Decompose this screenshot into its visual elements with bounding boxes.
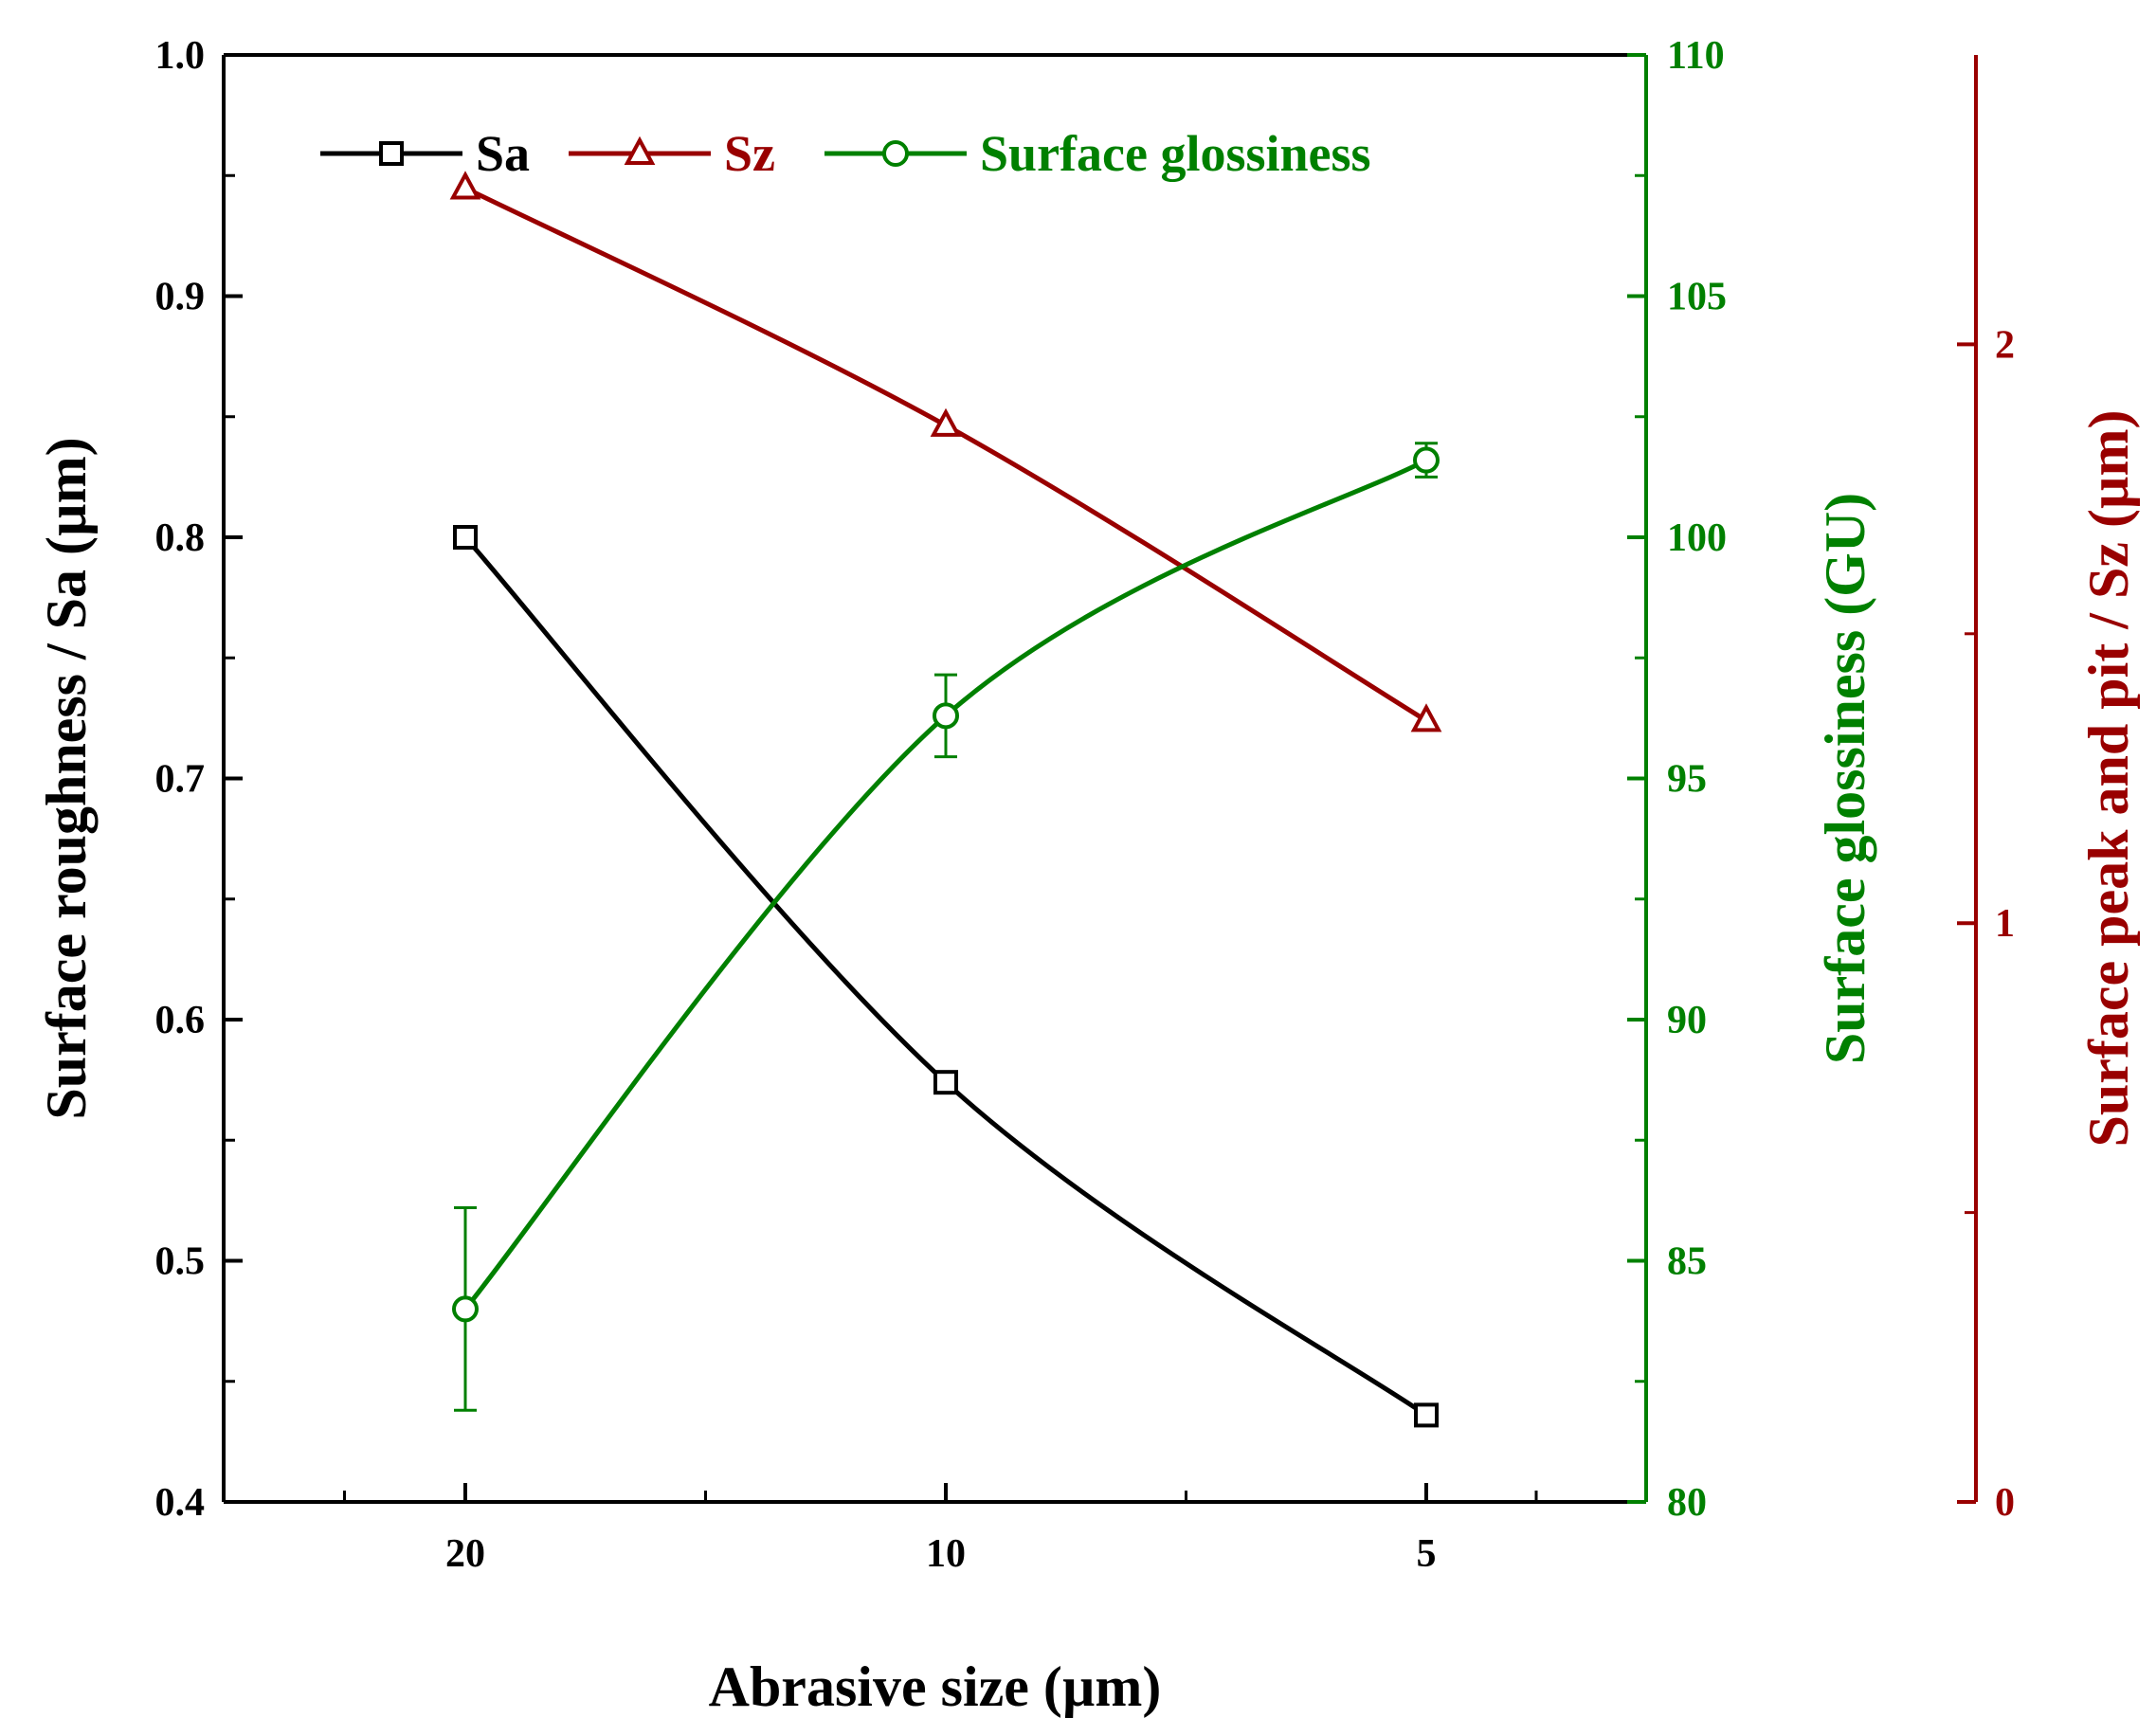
left-y-tick-label: 0.6 — [155, 999, 206, 1042]
right-y-tick-label: 95 — [1667, 758, 1707, 802]
right-y-tick-label: 80 — [1667, 1481, 1707, 1525]
surface-glossiness-marker — [933, 702, 959, 730]
legend-item-sa: Sa — [320, 125, 530, 182]
legend-marker-surface-glossiness — [882, 140, 909, 167]
surface-glossiness-marker — [1413, 446, 1440, 474]
legend-label-surface-glossiness: Surface glossiness — [980, 125, 1371, 182]
legend-marker-sz — [624, 136, 656, 165]
left-y-tick-label: 1.0 — [155, 34, 206, 78]
sz-marker — [1410, 703, 1442, 732]
sa-marker — [1414, 1402, 1439, 1428]
surface-glossiness-marker — [452, 1295, 479, 1323]
sa-marker — [453, 525, 478, 550]
left-y-tick-label: 0.4 — [155, 1481, 206, 1525]
x-tick-label: 20 — [445, 1532, 485, 1576]
surface-glossiness-line — [463, 458, 1428, 1311]
legend-item-surface-glossiness: Surface glossiness — [824, 125, 1371, 182]
series-sa — [453, 525, 1439, 1428]
far-right-y-tick-label: 0 — [1995, 1481, 2015, 1525]
x-tick-label: 5 — [1417, 1532, 1437, 1576]
right-y-tick-label: 90 — [1667, 999, 1707, 1042]
sz-line — [463, 186, 1428, 723]
series-sz — [449, 171, 1442, 732]
right-y-tick-label: 100 — [1667, 516, 1727, 560]
legend-marker-sa — [379, 141, 404, 166]
left-y-tick-label: 0.9 — [155, 276, 206, 319]
legend-label-sz: Sz — [724, 125, 775, 182]
right-y-tick-label: 110 — [1667, 34, 1725, 78]
sa-marker — [933, 1070, 958, 1095]
legend-item-sz: Sz — [569, 125, 775, 182]
left-y-tick-label: 0.8 — [155, 516, 206, 560]
sa-line — [463, 535, 1428, 1418]
legend-label-sa: Sa — [476, 125, 530, 182]
legend: Sa Sz Surface glossiness — [320, 125, 1371, 182]
x-axis-title: Abrasive size (µm) — [709, 1655, 1162, 1718]
x-tick-label: 10 — [926, 1532, 966, 1576]
left-y-tick-label: 0.7 — [155, 758, 206, 802]
sz-marker — [449, 171, 481, 200]
series-surface-glossiness — [452, 442, 1440, 1412]
left-y-tick-label: 0.5 — [155, 1240, 206, 1284]
right-y-axis-title: Surface glossiness (GU) — [1814, 493, 1876, 1064]
far-right-y-axis-title: Surface peak and pit / Sz (µm) — [2077, 410, 2140, 1148]
far-right-y-tick-label: 1 — [1995, 902, 2015, 946]
far-right-y-tick-label: 2 — [1995, 323, 2015, 367]
right-y-tick-label: 105 — [1667, 276, 1727, 319]
right-y-tick-label: 85 — [1667, 1240, 1707, 1284]
left-y-axis-title: Surface roughness / Sa (µm) — [35, 437, 98, 1119]
sz-marker — [930, 407, 962, 437]
